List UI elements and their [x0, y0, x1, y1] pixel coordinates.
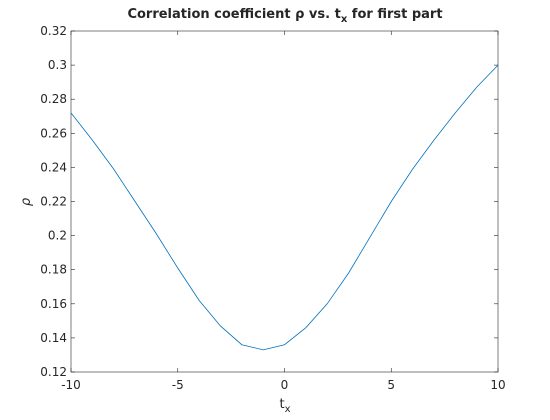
y-tick-label: 0.3	[48, 58, 67, 72]
y-tick-label: 0.32	[40, 24, 67, 38]
y-tick-label: 0.22	[40, 195, 67, 209]
chart-title: Correlation coefficient ρ vs. tx for fir…	[127, 7, 442, 25]
x-tick-label: -5	[172, 378, 184, 392]
y-tick-label: 0.18	[40, 263, 67, 277]
y-tick-label: 0.26	[40, 126, 67, 140]
x-tick-label: 0	[281, 378, 289, 392]
y-tick-label: 0.12	[40, 365, 67, 379]
y-tick-label: 0.2	[48, 229, 67, 243]
title-suffix: for first part	[347, 7, 442, 22]
x-tick-label: 10	[490, 378, 505, 392]
y-axis-label: ρ	[19, 197, 34, 206]
x-label-subscript: x	[285, 404, 291, 415]
x-axis-label: tx	[279, 397, 290, 415]
x-tick-label: 5	[387, 378, 395, 392]
x-tick-label: -10	[61, 378, 81, 392]
x-label-text: t	[279, 397, 284, 412]
y-tick-label: 0.24	[40, 160, 67, 174]
y-tick-label: 0.16	[40, 297, 67, 311]
title-text: Correlation coefficient ρ vs. t	[127, 7, 340, 22]
data-line	[70, 64, 499, 351]
y-tick-label: 0.28	[40, 92, 67, 106]
y-tick-label: 0.14	[40, 331, 67, 345]
title-subscript: x	[341, 14, 348, 25]
